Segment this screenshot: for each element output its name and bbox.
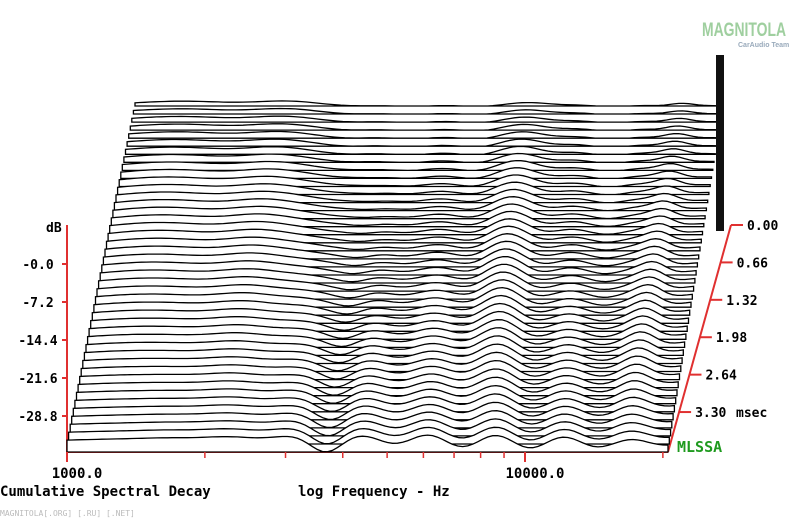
decay-slice: [66, 434, 669, 453]
y-tick-label: -14.4: [18, 334, 57, 349]
watermark-footer: MAGNITOLA[.ORG] [.RU] [.NET]: [0, 509, 135, 518]
y-axis-label: dB: [46, 221, 62, 236]
x-tick-label: 1000.0: [52, 466, 103, 482]
z-axis-ticks: 0.00 0.66 1.32 1.98 2.64 3.30: [679, 219, 778, 421]
depth-axis: [667, 224, 732, 453]
decay-slice: [126, 138, 718, 147]
chart-title: Cumulative Spectral Decay: [0, 484, 211, 500]
z-tick-label: 1.32: [726, 294, 757, 309]
msec-unit-label: msec: [736, 406, 767, 421]
y-tick-label: -0.0: [22, 258, 53, 273]
decay-slice: [131, 115, 722, 123]
y-axis-ticks: -0.0 -7.2 -14.4 -21.6 -28.8: [18, 258, 67, 425]
z-tick-label: 3.30: [695, 406, 726, 421]
decay-slice: [134, 100, 724, 107]
x-axis-label: log Frequency - Hz: [298, 484, 450, 500]
decay-slice: [123, 152, 715, 163]
z-tick-label: 0.66: [737, 256, 768, 271]
x-axis-ticks: 1000.0 10000.0: [52, 452, 664, 482]
decay-slice: [132, 107, 723, 115]
y-tick-label: -28.8: [18, 410, 57, 425]
watermark-team: CarAudio Team: [738, 42, 789, 49]
mlssa-label: MLSSA: [677, 438, 722, 456]
decay-slice: [129, 123, 720, 131]
z-tick-label: 0.00: [747, 219, 778, 234]
z-tick-label: 1.98: [716, 331, 747, 346]
watermark-brand: MAGNITOLA: [702, 20, 786, 41]
y-tick-label: -21.6: [18, 372, 57, 387]
decay-slices: [66, 100, 724, 453]
decay-slice: [124, 145, 716, 155]
depth-end-bar: [716, 55, 724, 231]
x-tick-label: 10000.0: [505, 466, 564, 482]
decay-slice: [128, 130, 719, 139]
y-tick-label: -7.2: [22, 296, 53, 311]
z-tick-label: 2.64: [705, 369, 736, 384]
decay-slice: [121, 159, 714, 172]
